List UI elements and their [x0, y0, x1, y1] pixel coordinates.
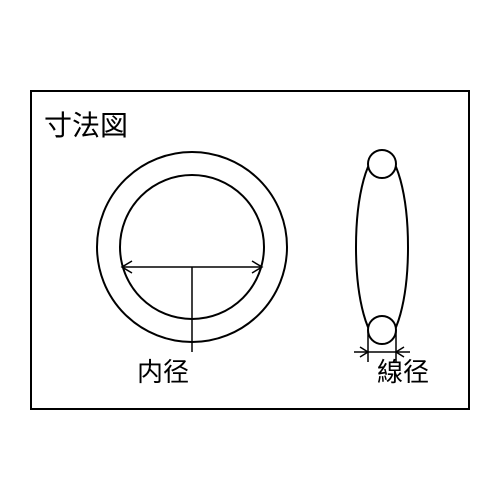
ring-side-view — [342, 147, 442, 372]
side-top-circle — [368, 150, 396, 178]
ring-front-view — [72, 147, 312, 372]
ring-svg — [72, 147, 312, 367]
side-ellipse — [356, 152, 408, 342]
diagram-frame: 寸法図 — [30, 90, 470, 410]
inner-diameter-label: 内径 — [137, 352, 189, 389]
side-svg — [342, 147, 442, 367]
wire-diameter-label: 線径 — [377, 352, 429, 389]
side-bottom-circle — [368, 316, 396, 344]
diagram-title: 寸法図 — [44, 104, 128, 144]
